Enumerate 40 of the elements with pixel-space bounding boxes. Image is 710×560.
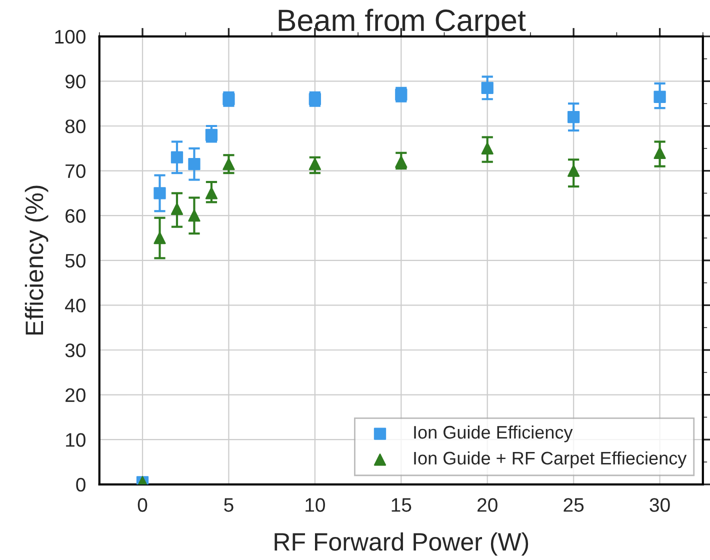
point bbox=[170, 202, 184, 215]
x-tick-label: 20 bbox=[478, 498, 498, 512]
point bbox=[170, 151, 184, 164]
point bbox=[654, 90, 666, 103]
x-tick-label: 5 bbox=[224, 498, 234, 512]
y-tick-label: 0 bbox=[76, 478, 86, 492]
chart-title: Beam from Carpet bbox=[278, 8, 526, 38]
point bbox=[568, 164, 580, 177]
x-tick-label: 15 bbox=[392, 498, 412, 512]
point bbox=[205, 128, 218, 142]
x-tick-label: 25 bbox=[564, 498, 584, 512]
y-tick-label: 10 bbox=[66, 433, 86, 447]
point bbox=[481, 82, 494, 94]
y-tick-label: 60 bbox=[66, 209, 86, 223]
point bbox=[154, 187, 166, 200]
x-tick-label: 0 bbox=[138, 498, 148, 512]
point bbox=[568, 110, 580, 124]
point bbox=[154, 232, 166, 244]
point bbox=[481, 142, 494, 154]
legend-label: Ion Guide + RF Carpet Effieciency bbox=[414, 451, 687, 468]
x-tick-label: 30 bbox=[650, 498, 670, 512]
point bbox=[395, 156, 408, 168]
x-tick-label: 10 bbox=[306, 498, 325, 512]
y-tick-label: 100 bbox=[55, 30, 86, 44]
point bbox=[222, 158, 235, 170]
y-tick-label: 30 bbox=[65, 343, 86, 358]
y-tick-label: 20 bbox=[66, 388, 86, 402]
y-axis-title: Efficiency (%) bbox=[24, 186, 48, 335]
point bbox=[308, 158, 322, 170]
legend-label: Ion Guide Efficiency bbox=[414, 425, 573, 442]
y-tick-label: 40 bbox=[65, 298, 86, 312]
point bbox=[188, 158, 200, 170]
y-tick-label: 50 bbox=[65, 254, 86, 268]
y-tick-label: 80 bbox=[65, 119, 86, 134]
y-tick-label: 70 bbox=[66, 164, 86, 178]
point bbox=[654, 146, 666, 159]
x-axis-title: RF Forward Power (W) bbox=[274, 532, 528, 556]
point bbox=[188, 210, 200, 222]
point bbox=[205, 187, 218, 200]
y-tick-label: 90 bbox=[65, 74, 86, 88]
